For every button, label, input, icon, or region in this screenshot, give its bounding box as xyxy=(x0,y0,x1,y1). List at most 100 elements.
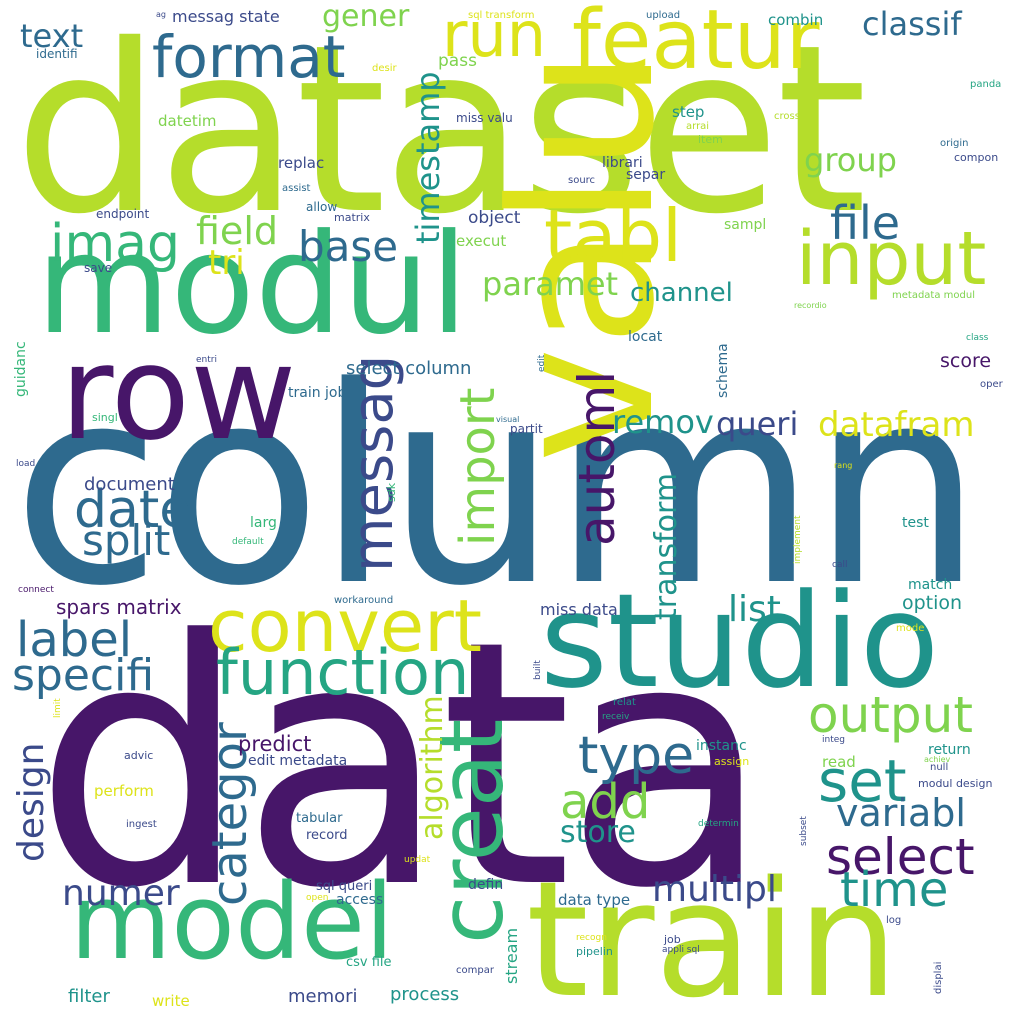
word-write: write xyxy=(152,992,190,1010)
word-design: design xyxy=(11,742,52,862)
word-function: function xyxy=(216,636,470,709)
word-timestamp: timestamp xyxy=(409,71,447,244)
word-train: train xyxy=(526,846,899,1019)
word-select-column: select column xyxy=(346,358,472,379)
word-transform: transform xyxy=(649,472,684,620)
word-limit: limit xyxy=(53,698,63,718)
word-step: step xyxy=(672,103,705,121)
word-assist: assist xyxy=(282,183,311,194)
word-record: record xyxy=(306,828,348,843)
word-class: class xyxy=(966,333,989,343)
word-guidanc: guidanc xyxy=(13,341,29,397)
word-data: data xyxy=(34,568,771,962)
word-text: text xyxy=(20,17,84,55)
word-edit: edit xyxy=(537,354,547,372)
word-column: column xyxy=(12,330,983,646)
word-output: output xyxy=(808,686,973,744)
word-date: date xyxy=(74,480,192,540)
word-numer: numer xyxy=(62,873,180,914)
word-displai: displai xyxy=(933,961,944,994)
word-modul-design: modul design xyxy=(918,777,993,790)
word-dataset: dataset xyxy=(14,0,867,265)
word-integ: integ xyxy=(822,735,845,745)
word-metadata-modul: metadata modul xyxy=(892,290,975,301)
word-sourc: sourc xyxy=(568,175,596,186)
word-select: select xyxy=(826,828,975,886)
word-spars-matrix: spars matrix xyxy=(56,595,182,619)
word-ag: ag xyxy=(156,10,166,19)
word-sql-queri: sql queri xyxy=(316,879,373,894)
word-messag: messag xyxy=(341,354,406,572)
word-import: import xyxy=(450,387,506,546)
word-gener: gener xyxy=(322,0,410,34)
word-tabular: tabular xyxy=(296,811,343,826)
word-librari: librari xyxy=(602,155,643,171)
word-execut: execut xyxy=(456,232,507,250)
word-item: item xyxy=(698,133,723,146)
word-appli-sql: appli sql xyxy=(662,945,700,955)
word-predict: predict xyxy=(238,732,312,756)
word-specifi: specifi xyxy=(12,650,155,701)
word-base: base xyxy=(298,222,399,271)
word-defin: defin xyxy=(468,877,504,893)
word-subset: subset xyxy=(799,816,809,846)
word-field: field xyxy=(196,209,278,253)
word-open: open xyxy=(306,893,329,903)
word-process: process xyxy=(390,984,460,1005)
word-match: match xyxy=(908,577,953,593)
word-separ: separ xyxy=(626,167,666,183)
word-read: read xyxy=(822,753,856,771)
word-csv-file: csv file xyxy=(346,955,392,970)
word-miss-data: miss data xyxy=(540,600,618,619)
word-access: access xyxy=(336,892,384,908)
word-filter: filter xyxy=(68,986,110,1007)
word-recordio: recordio xyxy=(794,301,827,310)
word-sdk: sdk xyxy=(385,482,398,502)
word-combin: combin xyxy=(768,11,824,29)
word-set: set xyxy=(818,747,907,815)
word-cross: cross xyxy=(774,111,800,122)
word-list: list xyxy=(728,589,781,630)
word-implement: implement xyxy=(793,515,803,564)
word-locat: locat xyxy=(628,329,663,345)
word-endpoint: endpoint xyxy=(96,207,150,221)
word-file: file xyxy=(830,196,901,250)
word-time: time xyxy=(840,862,949,918)
word-remov: remov xyxy=(612,403,714,441)
word-classif: classif xyxy=(862,5,962,43)
word-arrai: arrai xyxy=(686,121,710,132)
word-score: score xyxy=(940,350,992,372)
word-workaround: workaround xyxy=(334,595,394,606)
word-panda: panda xyxy=(970,79,1002,90)
word-data-type: data type xyxy=(558,891,631,909)
word-multipl: multipl xyxy=(652,869,777,910)
word-compar: compar xyxy=(456,965,494,976)
word-convert: convert xyxy=(208,584,483,668)
word-relat: relat xyxy=(613,697,636,708)
word-label: label xyxy=(16,612,133,668)
word-run: run xyxy=(442,0,547,71)
word-model: model xyxy=(70,861,394,983)
word-channel: channel xyxy=(630,278,733,308)
word-upload: upload xyxy=(646,10,681,21)
word-advic: advic xyxy=(124,749,154,762)
word-input: input xyxy=(796,216,987,302)
word-studio: studio xyxy=(540,565,940,717)
word-messag-state: messag state xyxy=(172,7,280,26)
word-identifi: identifi xyxy=(36,47,78,61)
word-replac: replac xyxy=(278,154,325,172)
word-ingest: ingest xyxy=(126,819,157,830)
word-partit: partit xyxy=(510,422,543,436)
word-variabl: variabl xyxy=(836,791,966,835)
word-compon: compon xyxy=(954,151,999,164)
word-modul: modul xyxy=(36,204,469,365)
word-memori: memori xyxy=(288,986,358,1007)
word-load: load xyxy=(16,459,36,469)
word-tabl: tabl xyxy=(544,194,683,278)
word-object: object xyxy=(468,208,521,228)
word-singl: singl xyxy=(92,411,118,424)
word-datafram: datafram xyxy=(818,405,975,445)
word-perform: perform xyxy=(94,782,154,800)
word-format: format xyxy=(152,23,346,91)
word-type: type xyxy=(578,726,695,786)
